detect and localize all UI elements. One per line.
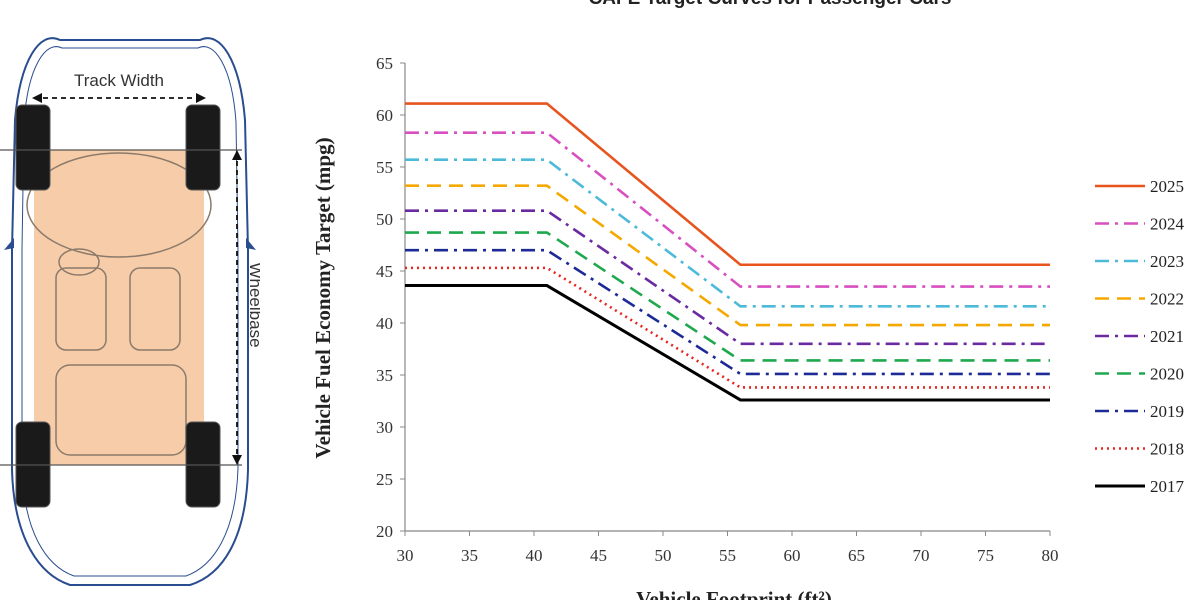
- track-width-arrowhead-left: [32, 93, 42, 103]
- steering-wheel-icon: [58, 248, 100, 276]
- series-line-2020: [405, 231, 1050, 362]
- wheelbase-label: Wheelbase: [246, 262, 260, 347]
- series-line-2022: [405, 184, 1050, 327]
- x-tick-label: 55: [719, 546, 736, 565]
- x-axis-title: Vehicle Footprint (ft²): [636, 587, 832, 600]
- y-tick-label: 20: [376, 522, 393, 541]
- legend-label-2020: 2020: [1150, 365, 1184, 384]
- track-width-label: Track Width: [74, 71, 164, 90]
- y-tick-label: 45: [376, 262, 393, 281]
- wheelbase-arrowhead-bottom: [232, 455, 242, 465]
- x-tick-label: 80: [1042, 546, 1059, 565]
- series-line-2025: [405, 102, 1050, 267]
- legend-label-2022: 2022: [1150, 290, 1184, 309]
- series-line-2024: [405, 131, 1050, 288]
- chart-legend: 2025 2024 2023 2022 2021 2020 2019 2018 2017: [1095, 177, 1185, 496]
- legend-label-2025: 2025: [1150, 177, 1184, 196]
- x-tick-label: 40: [526, 546, 543, 565]
- legend-label-2021: 2021: [1150, 327, 1184, 346]
- y-axis-title: Vehicle Fuel Economy Target (mpg): [311, 137, 335, 458]
- y-tick-label: 65: [376, 54, 393, 73]
- x-tick-label: 30: [397, 546, 414, 565]
- legend-label-2018: 2018: [1150, 440, 1184, 459]
- x-tick-label: 75: [977, 546, 994, 565]
- legend-label-2024: 2024: [1150, 215, 1185, 234]
- x-tick-label: 65: [848, 546, 865, 565]
- footprint-area: [34, 150, 204, 465]
- car-body-outline: [11, 37, 249, 586]
- x-tick-label: 50: [655, 546, 672, 565]
- x-tick-label: 60: [784, 546, 801, 565]
- series-line-2017: [405, 284, 1050, 402]
- y-tick-label: 50: [376, 210, 393, 229]
- y-tick-label: 35: [376, 366, 393, 385]
- wheelbase-arrowhead-top: [232, 150, 242, 160]
- x-tick-label: 35: [461, 546, 478, 565]
- y-tick-label: 25: [376, 470, 393, 489]
- front-right-wheel-icon: [185, 104, 221, 191]
- series-line-2019: [405, 248, 1050, 376]
- series-line-2021: [405, 209, 1050, 346]
- vehicle-footprint-diagram: Track Width Wheelbase: [0, 37, 260, 586]
- car-body-inner-outline: [21, 46, 239, 577]
- y-tick-label: 55: [376, 158, 393, 177]
- track-width-arrowhead-right: [196, 93, 206, 103]
- x-tick-label: 70: [913, 546, 930, 565]
- chart-title: CAFE Target Curves for Passenger Cars: [589, 0, 952, 9]
- right-mirror-icon: [246, 238, 256, 250]
- legend-label-2023: 2023: [1150, 252, 1184, 271]
- rear-seat: [55, 364, 187, 456]
- front-seat-left: [55, 267, 107, 351]
- y-tick-label: 40: [376, 314, 393, 333]
- chart-series: [405, 102, 1050, 402]
- y-tick-label: 30: [376, 418, 393, 437]
- y-tick-label: 60: [376, 106, 393, 125]
- legend-label-2019: 2019: [1150, 402, 1184, 421]
- series-line-2023: [405, 158, 1050, 308]
- left-mirror-icon: [4, 238, 14, 250]
- x-tick-label: 45: [590, 546, 607, 565]
- front-seat-right: [129, 267, 181, 351]
- front-left-wheel-icon: [15, 104, 51, 191]
- legend-label-2017: 2017: [1150, 477, 1185, 496]
- chart-axes: 20 25 30 35 40 45 50 55 60 65 30 35 40 45 50 55 60 65 70 75…: [376, 54, 1059, 565]
- windshield: [26, 152, 212, 258]
